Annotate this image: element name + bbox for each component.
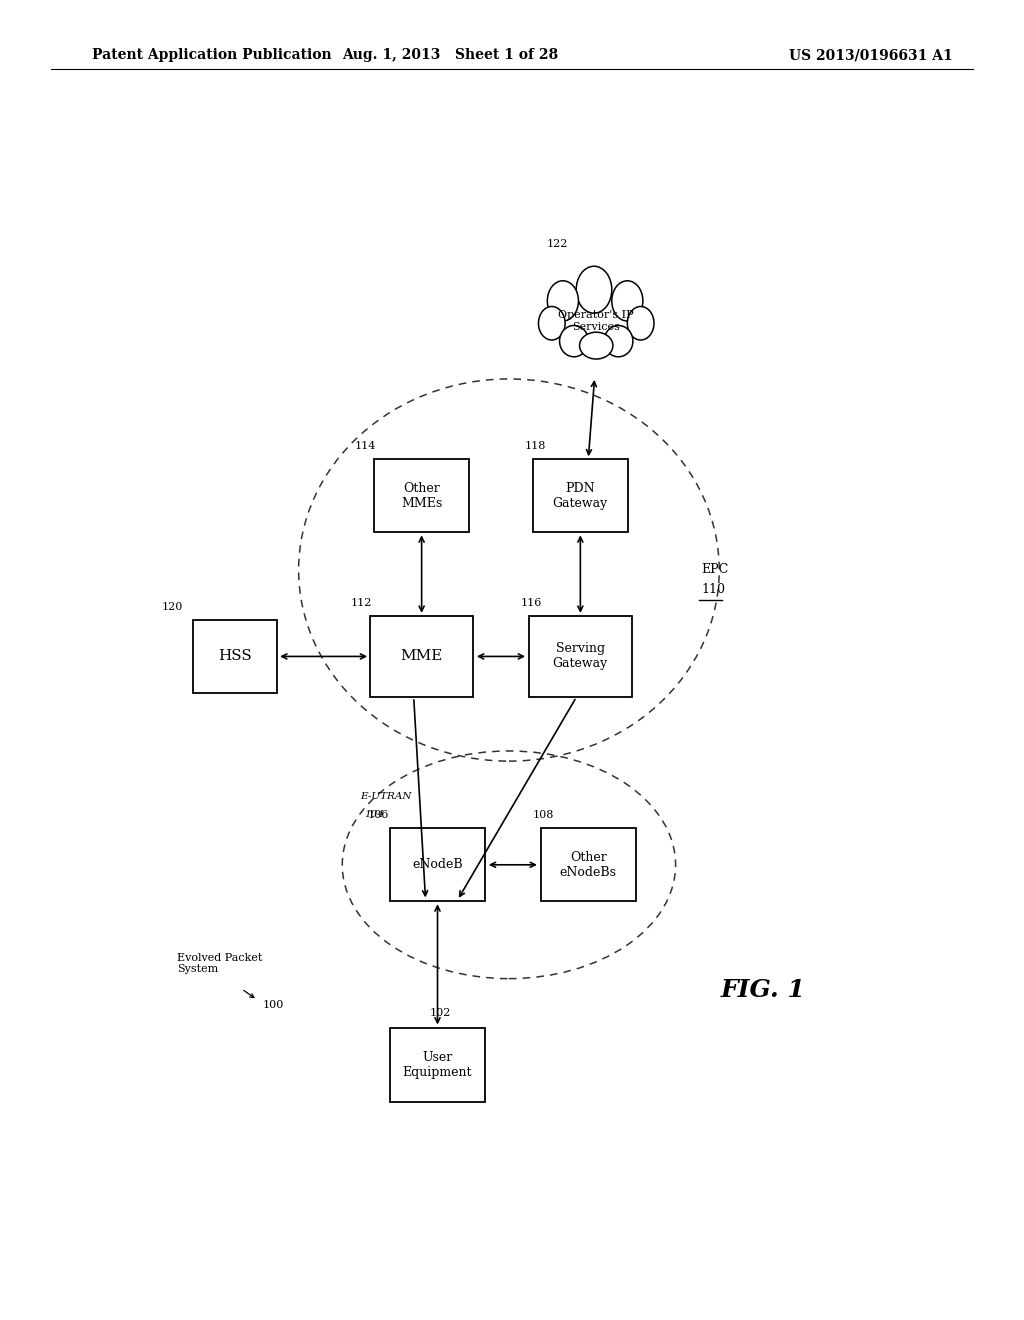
Text: 106: 106 [368, 810, 389, 820]
Text: US 2013/0196631 A1: US 2013/0196631 A1 [788, 49, 952, 62]
Text: 116: 116 [521, 598, 542, 607]
Ellipse shape [548, 281, 579, 321]
Ellipse shape [580, 333, 613, 359]
Bar [370, 615, 473, 697]
Ellipse shape [611, 281, 643, 321]
Text: E-UTRAN: E-UTRAN [360, 792, 412, 801]
Text: Patent Application Publication: Patent Application Publication [92, 49, 332, 62]
Text: 122: 122 [547, 239, 568, 249]
Bar [374, 459, 469, 532]
Text: FIG. 1: FIG. 1 [721, 978, 805, 1002]
Text: 118: 118 [524, 441, 546, 451]
Text: 102: 102 [430, 1008, 451, 1018]
Text: 114: 114 [354, 441, 376, 451]
Text: Operator's IP
Services: Operator's IP Services [558, 310, 634, 331]
Ellipse shape [628, 306, 654, 341]
Text: Aug. 1, 2013   Sheet 1 of 28: Aug. 1, 2013 Sheet 1 of 28 [342, 49, 559, 62]
Text: eNodeB: eNodeB [413, 858, 463, 871]
Text: Evolved Packet
System: Evolved Packet System [177, 953, 262, 974]
Text: HSS: HSS [218, 649, 252, 664]
Text: EPC: EPC [701, 564, 728, 576]
Ellipse shape [539, 306, 565, 341]
Bar [390, 828, 485, 902]
Text: User
Equipment: User Equipment [402, 1051, 472, 1078]
Text: 104: 104 [365, 810, 384, 818]
Text: 110: 110 [701, 583, 725, 597]
Text: 112: 112 [350, 598, 372, 607]
Text: Other
MMEs: Other MMEs [401, 482, 442, 510]
Ellipse shape [604, 326, 633, 356]
Bar [532, 459, 628, 532]
Text: 120: 120 [162, 602, 183, 611]
Bar [541, 828, 636, 902]
Ellipse shape [559, 326, 589, 356]
Text: PDN
Gateway: PDN Gateway [553, 482, 608, 510]
Ellipse shape [577, 267, 611, 313]
Text: 100: 100 [263, 1001, 285, 1010]
Text: Serving
Gateway: Serving Gateway [553, 643, 608, 671]
Text: Other
eNodeBs: Other eNodeBs [560, 851, 616, 879]
Bar [194, 620, 276, 693]
Text: 108: 108 [532, 810, 554, 820]
Text: MME: MME [400, 649, 442, 664]
Ellipse shape [549, 288, 643, 355]
Bar [528, 615, 632, 697]
Bar [390, 1028, 485, 1102]
